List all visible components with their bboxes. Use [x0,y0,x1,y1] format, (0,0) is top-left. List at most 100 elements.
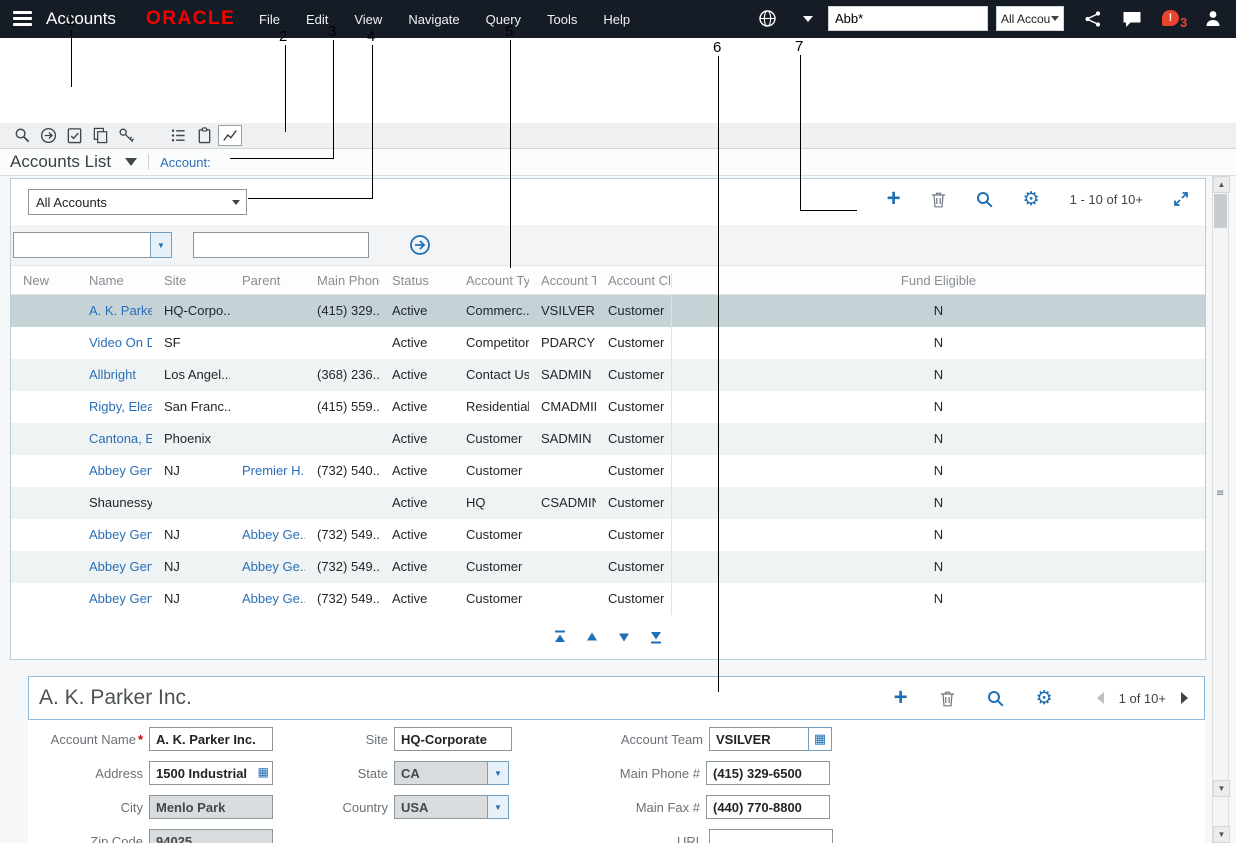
menu-edit[interactable]: Edit [305,11,329,27]
menu-file[interactable]: File [259,11,280,27]
global-search-input[interactable] [828,6,988,31]
account-team-pick-icon[interactable]: ▦ [808,727,832,751]
column-header-fund-eligible[interactable]: Fund Eligible [900,272,977,288]
country-input[interactable] [394,795,488,819]
query-value-input[interactable] [193,232,369,258]
menu-view[interactable]: View [354,11,383,27]
account-name-input[interactable] [149,727,273,751]
menu-query[interactable]: Query [485,11,522,27]
table-row[interactable]: A. K. Parker... HQ-Corpo... (415) 329... Ac… [11,295,1205,327]
expand-applet-icon[interactable] [1173,191,1189,207]
cell-name[interactable]: Abbey Gen... [89,559,152,574]
execute-query-icon[interactable] [409,234,431,256]
table-row[interactable]: Cantona, Eric Phoenix Active Customer SADMIN… [11,423,1205,455]
cell-name[interactable]: Abbey Gen... [89,463,152,478]
column-header-new[interactable]: New [23,272,50,288]
header-dropdown-arrow-icon[interactable] [803,16,813,22]
cell-name[interactable]: Abbey Gen... [89,591,152,606]
scrollbar-thumb[interactable] [1214,194,1227,228]
chevron-down-icon[interactable]: ▼ [150,232,172,258]
cell-name[interactable]: Cantona, Eric [89,431,152,446]
cell-parent[interactable]: Abbey Ge... [242,591,305,606]
previous-record-icon[interactable] [1095,691,1105,705]
column-header-status[interactable]: Status [392,272,429,288]
visibility-dropdown[interactable]: All Accounts [28,189,247,215]
vertical-scrollbar[interactable]: ▲ ≡ ▼ ▼ [1212,176,1230,843]
alert-icon[interactable]: ! 3 [1162,10,1187,30]
table-row[interactable]: Abbey Gen... NJ Premier H... (732) 540... Ac… [11,455,1205,487]
table-row[interactable]: Allbright Los Angel... (368) 236... Active C… [11,359,1205,391]
query-field-combo[interactable]: ▼ [13,232,172,258]
cell-name[interactable]: Allbright [89,367,136,382]
bulleted-list-icon[interactable] [166,125,190,146]
settings-gear-icon[interactable]: ⚙ [1035,686,1053,709]
table-row[interactable]: Rigby, Elea... San Franc... (415) 559... Ac… [11,391,1205,423]
copy-icon[interactable] [88,125,112,146]
column-header-name[interactable]: Name [89,272,124,288]
city-input[interactable] [149,795,273,819]
cell-name[interactable]: Rigby, Elea... [89,399,152,414]
add-record-icon[interactable]: + [886,185,901,212]
column-header-account-class[interactable]: Account Cla [596,272,672,288]
search-icon[interactable] [10,125,34,146]
next-record-icon[interactable] [1180,691,1190,705]
go-icon[interactable] [36,125,60,146]
scrollbar-up-icon[interactable]: ▲ [1213,176,1230,193]
table-row[interactable]: Abbey Gen... NJ Abbey Ge... (732) 549... Act… [11,551,1205,583]
add-record-icon[interactable]: + [893,684,908,711]
column-header-account-type[interactable]: Account Typ [466,272,529,288]
previous-record-icon[interactable] [585,630,599,644]
scrollbar-down-icon[interactable]: ▼ [1213,780,1230,797]
report-icon[interactable] [192,125,216,146]
delete-record-icon[interactable] [931,191,946,208]
account-team-input[interactable] [709,727,809,751]
scrollbar-down-icon-2[interactable]: ▼ [1213,826,1230,843]
column-header-parent[interactable]: Parent [242,272,281,288]
first-record-icon[interactable] [553,630,567,644]
chart-icon[interactable] [218,125,242,146]
table-row[interactable]: Abbey Gen... NJ Abbey Ge... (732) 549... Act… [11,519,1205,551]
cell-team [529,583,596,615]
settings-gear-icon[interactable]: ⚙ [1022,187,1040,210]
hamburger-menu-icon[interactable] [13,11,32,29]
main-fax-input[interactable] [706,795,830,819]
menu-help[interactable]: Help [603,11,631,27]
country-dropdown-icon[interactable]: ▼ [487,795,509,819]
state-dropdown-icon[interactable]: ▼ [487,761,509,785]
cell-name[interactable]: A. K. Parker... [89,303,152,318]
key-icon[interactable] [114,125,138,146]
next-record-icon[interactable] [617,630,631,644]
column-header-account-team[interactable]: Account Tea [541,272,596,288]
menu-navigate[interactable]: Navigate [408,11,460,27]
share-icon[interactable] [1084,10,1102,28]
main-phone-input[interactable] [706,761,830,785]
column-header-site[interactable]: Site [164,272,187,288]
query-icon[interactable] [976,191,993,208]
query-icon[interactable] [987,690,1004,707]
zip-code-input[interactable] [149,829,273,843]
screen-dropdown-icon[interactable] [125,158,138,166]
address-input[interactable] [149,761,273,785]
user-icon[interactable] [1204,9,1222,28]
cell-name[interactable]: Abbey Gen... [89,527,152,542]
table-row[interactable]: Video On D... SF Active Competitor PDARCYCus… [11,327,1205,359]
cell-parent[interactable]: Abbey Ge... [242,559,305,574]
state-input[interactable] [394,761,488,785]
site-input[interactable] [394,727,512,751]
cell-name[interactable]: Video On D... [89,335,152,350]
chat-icon[interactable] [1122,11,1142,28]
table-row[interactable]: Abbey Gen... NJ Abbey Ge... (732) 549... Act… [11,583,1205,615]
globe-icon[interactable] [758,9,777,28]
cell-parent[interactable]: Premier H... [242,463,305,478]
column-header-main-phone[interactable]: Main Phone [317,272,380,288]
search-scope-select[interactable]: All Accou [996,6,1064,31]
scrollbar-grip-icon[interactable]: ≡ [1216,488,1225,499]
address-pick-icon[interactable]: ▦ [257,765,269,779]
menu-tools[interactable]: Tools [547,11,578,27]
url-input[interactable] [709,829,833,843]
cell-parent[interactable]: Abbey Ge... [242,527,305,542]
tasks-check-icon[interactable] [62,125,86,146]
delete-record-icon[interactable] [940,690,955,707]
last-record-icon[interactable] [649,630,663,644]
